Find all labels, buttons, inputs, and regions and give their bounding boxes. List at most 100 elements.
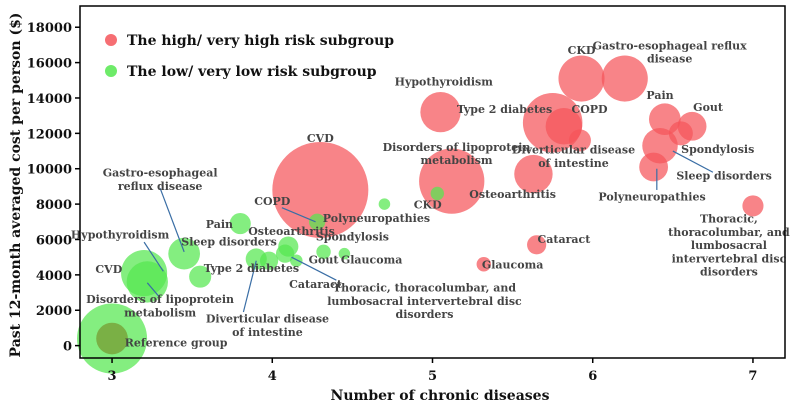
annotation-line: CVD: [307, 132, 334, 145]
x-tick-label: 4: [268, 369, 277, 384]
bubble-high-14: [742, 195, 764, 217]
annotation-label: Spondylosis: [316, 230, 389, 243]
legend-marker-low: [105, 65, 117, 77]
annotation-label: Glaucoma: [482, 259, 544, 272]
y-tick-label: 2000: [36, 304, 72, 319]
annotation-label: Spondylosis: [681, 143, 754, 156]
annotation-label: Type 2 diabetes: [457, 103, 552, 116]
annotation-label: Cataract: [537, 233, 591, 246]
annotation-label: Diverticular disease of intestine: [512, 144, 635, 170]
annotation-line: Polyneuropathies: [598, 191, 705, 204]
legend: The high/ very high risk subgroup The low…: [105, 33, 394, 80]
axis-layer: 3 4 5 6 7 0 2000 4000 6000 8000 10000 12000 14000 160…: [27, 5, 786, 384]
annotation-line: thoracolumbar, and: [668, 226, 790, 239]
annotation-label: Diverticular disease of intestine: [206, 313, 329, 339]
annotation-label: CKD: [414, 199, 442, 212]
annotation-line: Hypothyroidism: [395, 76, 494, 89]
annotation-line: Type 2 diabetes: [204, 262, 299, 275]
bubble-low-4: [189, 265, 212, 288]
annotation-line: COPD: [571, 103, 608, 116]
leader-line: [159, 187, 185, 253]
annotation-line: disease: [647, 53, 692, 66]
x-tick-label: 5: [428, 369, 437, 384]
bubble-high-5: [558, 55, 605, 102]
bubble-low-9: [278, 236, 299, 257]
annotation-label: Polyneuropathies: [598, 191, 705, 204]
annotation-line: of intestine: [232, 326, 303, 339]
bubble-high-13: [639, 152, 669, 182]
annotation-line: Sleep disorders: [181, 236, 277, 249]
bubble-low-15: [430, 186, 445, 201]
annotation-line: Gout: [693, 101, 724, 114]
leader-line: [672, 150, 714, 173]
bubble-low-3: [168, 237, 200, 270]
annotation-label: Osteoarthritis: [469, 188, 556, 201]
annotation-line: intervertebral disc: [672, 252, 787, 265]
annotation-label: Gout: [309, 253, 340, 266]
leader-line: [143, 241, 164, 272]
bubble-low-14: [378, 198, 391, 210]
annotation-line: Hypothyroidism: [71, 229, 170, 242]
annotation-label: CKD: [568, 44, 596, 57]
leader-line: [281, 207, 316, 223]
annotation-line: Spondylosis: [681, 143, 754, 156]
annotation-label: COPD: [254, 195, 291, 208]
annotation-layer: CVD Disorders of lipoprotein metabolism Hyp…: [71, 39, 790, 349]
y-tick-label: 0: [63, 340, 72, 355]
y-axis-title: Past 12-month averaged cost per person (…: [8, 13, 24, 358]
y-tick-label: 18000: [27, 21, 72, 36]
y-tick-label: 16000: [27, 57, 72, 72]
annotation-label: Sleep disorders: [181, 236, 277, 249]
annotation-line: Gastro-esophageal: [103, 167, 218, 180]
annotation-line: Osteoarthritis: [248, 225, 335, 238]
annotation-line: metabolism: [124, 306, 196, 319]
annotation-line: Spondylosis: [316, 230, 389, 243]
bubble-high-6: [601, 55, 648, 102]
annotation-line: Polyneuropathies: [323, 212, 430, 225]
annotation-line: Pain: [206, 218, 233, 231]
annotation-line: reflux disease: [118, 180, 203, 193]
x-tick-label: 7: [748, 369, 757, 384]
legend-label-high: The high/ very high risk subgroup: [127, 33, 394, 49]
leader-line: [242, 260, 257, 313]
annotation-line: metabolism: [420, 154, 492, 167]
annotation-line: Thoracic, thoracolumbar, and: [333, 282, 516, 295]
bubble-high-2: [420, 91, 461, 133]
annotation-label: Sleep disorders: [676, 169, 772, 182]
x-axis-title: Number of chronic diseases: [331, 388, 550, 404]
y-tick-label: 14000: [27, 92, 72, 107]
annotation-line: Cataract: [537, 233, 591, 246]
annotation-label: Gastro-esophageal reflux disease: [593, 39, 747, 65]
bubble-layer: [77, 55, 764, 374]
annotation-label: Pain: [206, 218, 233, 231]
y-tick-label: 10000: [27, 163, 72, 178]
annotation-line: CKD: [414, 199, 442, 212]
annotation-label: Thoracic, thoracolumbar, and lumbosacral …: [327, 282, 522, 321]
annotation-line: disorders: [700, 265, 758, 278]
annotation-label: Thoracic, thoracolumbar, and lumbosacral in…: [668, 213, 790, 279]
annotation-label: Disorders of lipoprotein metabolism: [383, 141, 531, 167]
y-tick-label: 8000: [36, 198, 72, 213]
bubble-low-2: [126, 261, 168, 303]
x-tick-label: 3: [108, 369, 117, 384]
annotation-line: CKD: [568, 44, 596, 57]
bubble-high-8: [514, 154, 553, 194]
leader-line: [146, 282, 161, 299]
leader-line: [291, 256, 337, 281]
bubble-low-7: [259, 251, 279, 270]
annotation-line: lumbosacral intervertebral disc: [327, 295, 522, 308]
annotation-line: Reference group: [125, 337, 228, 350]
legend-marker-high: [105, 34, 117, 46]
annotation-label: CVD: [95, 263, 122, 276]
y-tick-label: 6000: [36, 233, 72, 248]
annotation-label: Reference group: [125, 337, 228, 350]
annotation-line: Type 2 diabetes: [457, 103, 552, 116]
annotation-label: CVD: [307, 132, 334, 145]
annotation-line: disorders: [396, 308, 454, 321]
bubble-low-11: [316, 244, 331, 260]
annotation-label: Type 2 diabetes: [204, 262, 299, 275]
annotation-label: Gastro-esophageal reflux disease: [103, 167, 218, 193]
annotation-line: Sleep disorders: [676, 169, 772, 182]
x-tick-label: 6: [588, 369, 597, 384]
annotation-line: Pain: [646, 89, 673, 102]
